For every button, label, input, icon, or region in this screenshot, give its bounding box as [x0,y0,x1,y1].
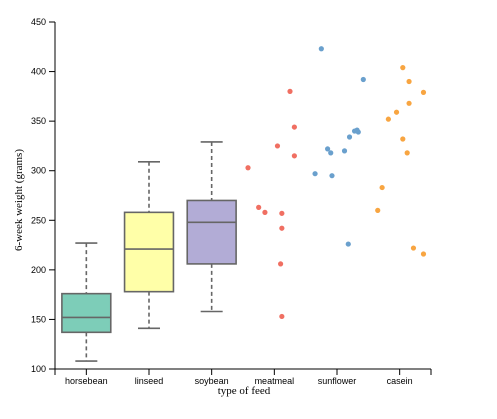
point-meatmeal [279,313,285,320]
point-casein [400,136,406,142]
box-soybean [186,141,237,313]
point-meatmeal [291,124,297,130]
x-tick-label: meatmeal [255,376,295,386]
point-casein [379,184,385,191]
point-sunflower [312,171,318,177]
y-tick-label: 200 [31,265,46,275]
y-axis-title: 6-week weight (grams) [13,149,25,251]
x-tick-label: horsebean [65,376,108,386]
box-iqr [123,211,175,293]
point-sunflower [328,150,334,156]
box-iqr [186,199,237,265]
point-casein [420,251,427,257]
point-sunflower [329,173,335,179]
points-meatmeal [245,88,297,320]
point-meatmeal [274,143,281,149]
point-casein [385,116,391,122]
point-sunflower [346,134,353,140]
y-tick-label: 250 [31,215,46,225]
point-casein [406,78,412,85]
point-meatmeal [262,209,268,215]
y-tick-label: 450 [31,17,46,27]
x-tick-label: casein [387,376,413,386]
x-tick-label: sunflower [318,376,357,386]
point-meatmeal [279,225,285,231]
x-tick-label: soybean [195,376,229,386]
point-meatmeal [278,261,284,267]
box-horsebean [61,242,112,362]
point-meatmeal [256,204,262,210]
point-meatmeal [279,210,285,216]
y-tick-label: 350 [31,116,46,126]
y-tick-label: 150 [31,314,46,324]
x-axis-title: type of feed [218,385,271,397]
point-meatmeal [287,88,293,94]
point-sunflower [341,148,348,154]
axes: 100 150 200 250 300 350 400 450 horsebean linseed… [31,17,432,386]
point-meatmeal [245,165,251,171]
point-sunflower [345,241,351,247]
point-casein [410,245,417,251]
y-tick-label: 300 [31,166,46,176]
point-casein [393,109,400,115]
point-casein [404,150,410,156]
point-sunflower [325,146,331,152]
box-iqr [61,292,112,334]
points-sunflower [312,46,366,247]
x-tick-label: linseed [135,376,164,386]
point-meatmeal [291,153,297,159]
point-casein [400,65,406,71]
y-tick-label: 100 [31,364,46,374]
plot-area [61,46,427,362]
point-sunflower [318,46,324,52]
point-casein [406,100,412,106]
point-sunflower [355,129,361,135]
y-tick-label: 400 [31,67,46,77]
point-sunflower [360,76,366,83]
point-casein [375,207,381,213]
points-casein [375,65,427,257]
box-linseed [123,160,175,330]
point-casein [420,89,427,95]
